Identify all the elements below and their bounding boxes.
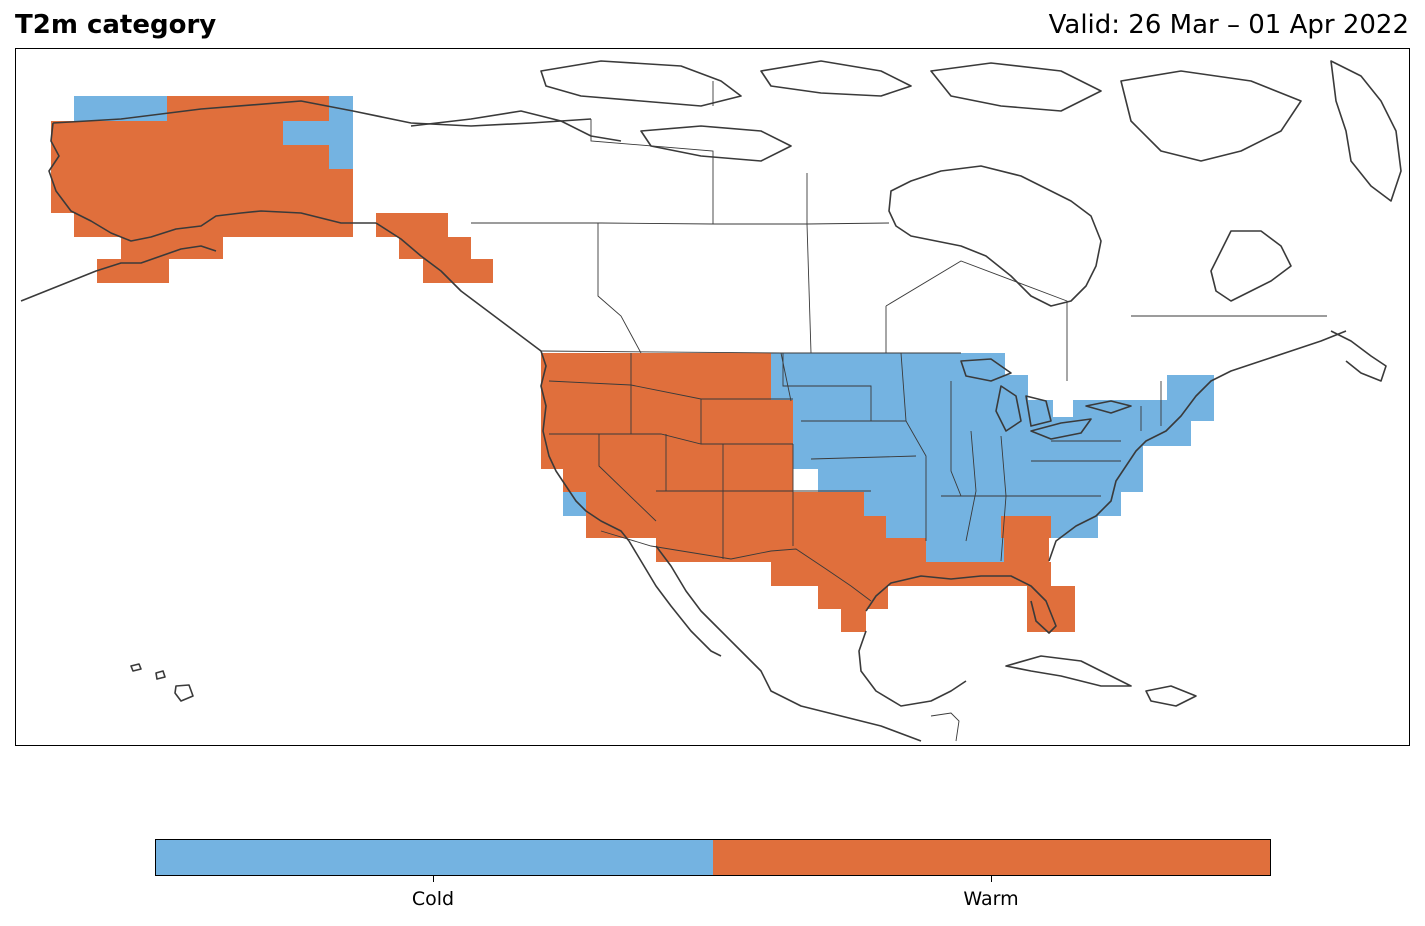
colorbar-cold-segment [156, 840, 713, 875]
colorbar [155, 839, 1271, 876]
map-svg [20, 60, 1402, 742]
colorbar-label-warm: Warm [963, 888, 1019, 910]
warm-cells [51, 96, 1075, 632]
colorbar-warm-segment [713, 840, 1270, 875]
valid-period: Valid: 26 Mar – 01 Apr 2022 [1048, 10, 1409, 40]
colorbar-tick-warm [991, 876, 992, 882]
map-title: T2m category [15, 10, 217, 40]
coastlines [20, 60, 1402, 742]
colorbar-label-cold: Cold [411, 888, 455, 910]
cold-cells [74, 96, 1214, 562]
borders [471, 81, 1327, 742]
map-panel [15, 48, 1410, 746]
colorbar-tick-cold [433, 876, 434, 882]
